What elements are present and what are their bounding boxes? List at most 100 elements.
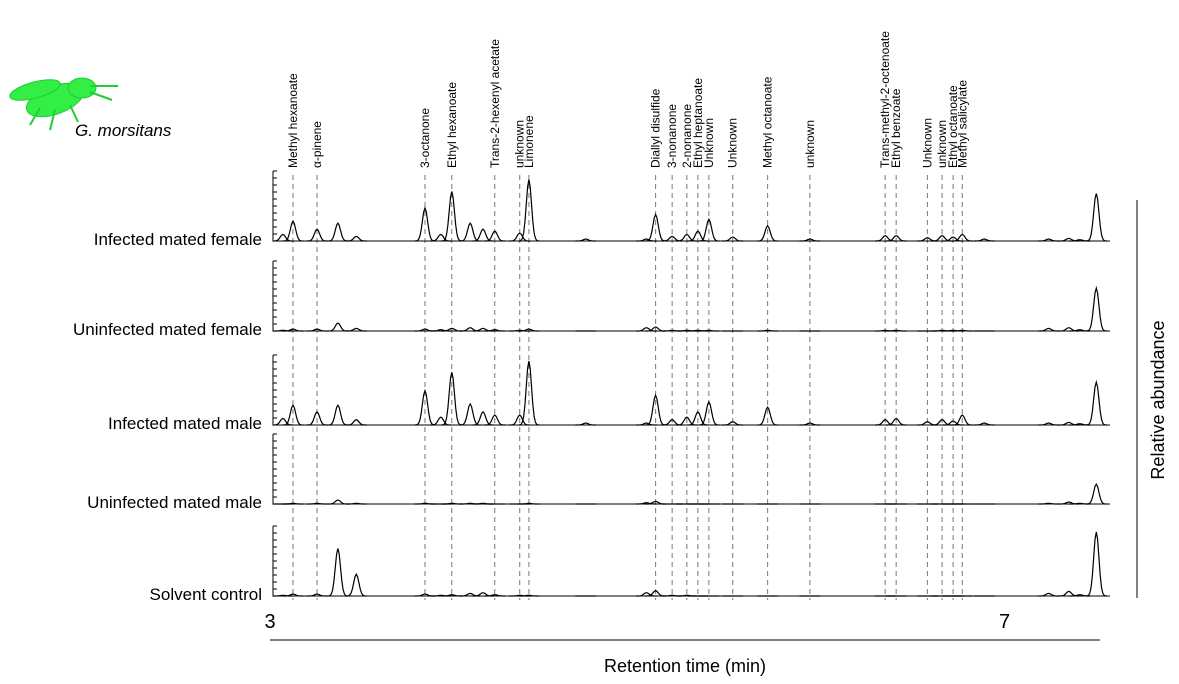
fly-legs xyxy=(29,85,118,131)
peak xyxy=(645,393,667,426)
peak xyxy=(345,235,367,242)
peak xyxy=(687,410,709,426)
compound-label: Ethyl heptanoate xyxy=(691,78,705,168)
peak xyxy=(1038,422,1059,426)
peak xyxy=(757,406,778,426)
peak xyxy=(636,592,657,597)
peak xyxy=(484,329,506,332)
compound-label: Unknown xyxy=(920,118,934,168)
peak xyxy=(885,329,907,332)
peak xyxy=(459,402,481,426)
peak xyxy=(459,222,481,242)
peak xyxy=(484,230,506,242)
peak xyxy=(931,235,953,242)
peak xyxy=(951,414,973,426)
peak xyxy=(1038,592,1059,597)
peak xyxy=(575,422,597,426)
peak xyxy=(441,372,463,426)
x-tick-label: 7 xyxy=(999,611,1010,633)
peak xyxy=(636,502,657,505)
x-tick-label: 3 xyxy=(264,611,275,633)
trace-label: Uninfected mated female xyxy=(73,320,262,339)
peak xyxy=(282,593,304,597)
fly-head xyxy=(67,77,97,99)
peak xyxy=(1085,193,1107,242)
peak xyxy=(885,417,907,426)
peak xyxy=(306,502,328,505)
peak xyxy=(414,206,436,242)
peak xyxy=(272,417,294,426)
peak xyxy=(306,410,328,426)
peak xyxy=(973,422,995,426)
compound-label: unknown xyxy=(803,120,817,168)
peak xyxy=(942,420,964,426)
trace-label: Infected mated male xyxy=(108,414,262,433)
peak xyxy=(327,403,349,426)
peak xyxy=(327,322,349,332)
peak xyxy=(676,233,698,242)
compound-label: Unknown xyxy=(702,118,716,168)
peak xyxy=(942,236,964,242)
trace-label: Solvent control xyxy=(150,585,262,604)
compound-label: unknown xyxy=(513,120,527,168)
compound-label: Methyl salicylate xyxy=(955,80,969,168)
compound-label: Trans-methyl-2-octenoate xyxy=(878,31,892,168)
peak xyxy=(414,388,436,426)
peak xyxy=(951,233,973,242)
peak xyxy=(282,219,304,242)
peak xyxy=(272,329,294,332)
peak xyxy=(345,502,367,505)
peak xyxy=(472,410,494,426)
y-axis-label: Relative abundance xyxy=(1148,320,1168,479)
peak xyxy=(722,236,744,242)
peak xyxy=(441,191,463,242)
peak xyxy=(282,403,304,426)
peak xyxy=(272,594,294,597)
peak xyxy=(874,419,896,426)
peak xyxy=(687,230,709,242)
peak xyxy=(676,416,698,426)
peak xyxy=(1085,482,1107,505)
peak xyxy=(518,360,540,426)
peak xyxy=(931,419,953,426)
compound-label: 2-nonanone xyxy=(680,104,694,168)
x-axis-label: Retention time (min) xyxy=(604,656,766,676)
peak xyxy=(636,238,657,242)
peak xyxy=(306,328,328,332)
compound-label: 3-nonanone xyxy=(665,104,679,168)
peak xyxy=(484,594,506,597)
peak xyxy=(799,422,821,426)
peak xyxy=(441,327,463,332)
species-label: G. morsitans xyxy=(75,121,172,140)
peak xyxy=(1085,285,1107,332)
peak xyxy=(484,414,506,426)
peak xyxy=(327,499,349,505)
peak xyxy=(722,421,744,426)
peak xyxy=(698,329,720,332)
peak xyxy=(518,328,540,332)
peak xyxy=(757,329,778,332)
peak xyxy=(306,228,328,242)
compound-label: Ethyl benzoate xyxy=(889,88,903,168)
peak xyxy=(885,235,907,242)
peak xyxy=(1038,502,1059,505)
compound-label: Ethyl octanoate xyxy=(946,85,960,168)
peak xyxy=(327,222,349,242)
fly-wing xyxy=(9,79,61,101)
peak xyxy=(472,228,494,242)
trace-label: Infected mated female xyxy=(94,230,262,249)
compound-label: unknown xyxy=(935,120,949,168)
peak xyxy=(345,419,367,426)
peak xyxy=(951,329,973,332)
peak xyxy=(1085,531,1107,597)
compound-label: Ethyl hexanoate xyxy=(445,82,459,168)
peak xyxy=(1085,379,1107,426)
peak xyxy=(698,400,720,426)
peak xyxy=(645,213,667,242)
peak xyxy=(430,329,452,332)
peak xyxy=(441,502,463,505)
compound-label: Limonene xyxy=(522,115,536,168)
peak xyxy=(636,422,657,426)
